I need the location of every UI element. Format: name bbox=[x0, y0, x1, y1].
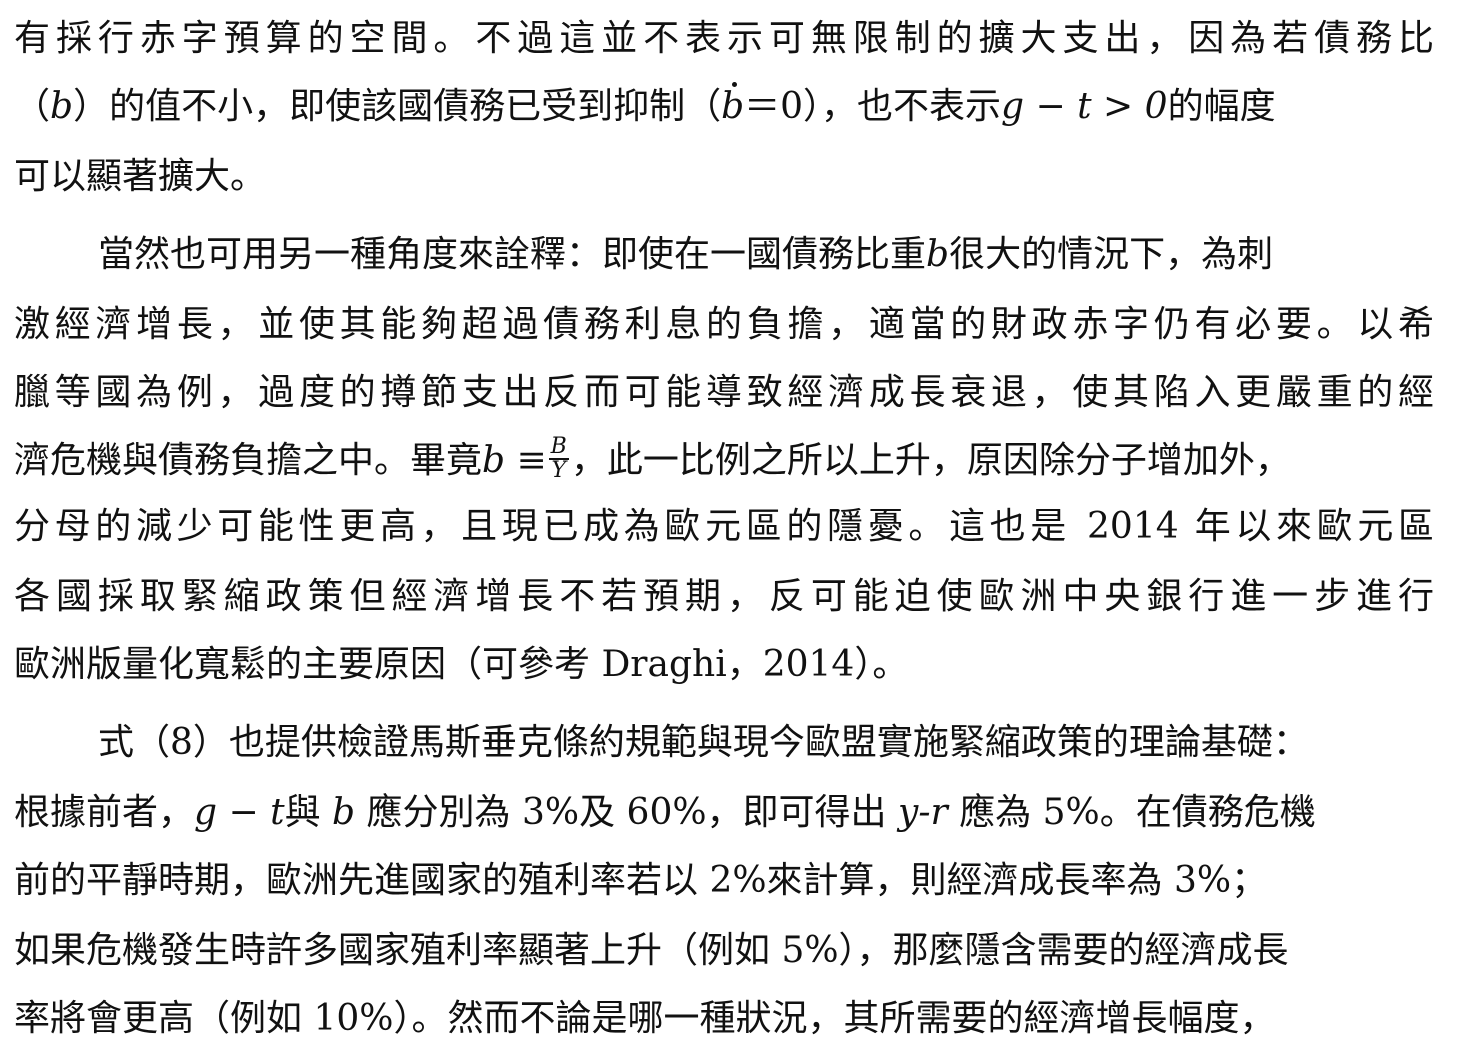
math-expression: g − t > 0 bbox=[1001, 86, 1168, 127]
math-expression: b ≡ bbox=[482, 440, 547, 481]
text-segment: ＝0 bbox=[744, 86, 804, 127]
text-line: 濟危機與債務負擔之中。畢竟b ≡ B Y ，此一比例之所以上升，原因除分子增加外， bbox=[14, 432, 1434, 490]
text-line: 分母的減少可能性更高，且現已成為歐元區的隱憂。這也是 2014 年以來歐元區 bbox=[14, 506, 1434, 547]
text-line: 激經濟增長，並使其能夠超過債務利息的負擔，適當的財政赤字仍有必要。以希 bbox=[14, 304, 1434, 345]
text-line: 各國採取緊縮政策但經濟增長不若預期，反可能迫使歐洲中央銀行進一步進行 bbox=[14, 576, 1434, 617]
text-segment: 應為 5%。在債務危機 bbox=[959, 792, 1316, 833]
text-line: 臘等國為例，過度的撙節支出反而可能導致經濟成長衰退，使其陷入更嚴重的經 bbox=[14, 372, 1434, 413]
fraction-denominator: Y bbox=[551, 458, 567, 483]
text-segment: 當然也可用另一種角度來詮釋：即使在一國債務比重 bbox=[98, 234, 927, 275]
text-segment: ）的值不小，即使該國債務已受到抑制（ bbox=[73, 86, 722, 127]
text-line: 如果危機發生時許多國家殖利率顯著上升（例如 5%），那麼隱含需要的經濟成長 bbox=[14, 930, 1289, 971]
text-line: 可以顯著擴大。 bbox=[14, 156, 267, 197]
text-segment: 根據前者， bbox=[14, 792, 195, 833]
text-segment: ），也不表示 bbox=[803, 86, 1002, 127]
text-line: 當然也可用另一種角度來詮釋：即使在一國債務比重b很大的情況下，為刺 bbox=[98, 226, 1434, 284]
text-segment: （ bbox=[14, 86, 51, 127]
text-line: （b）的值不小，即使該國債務已受到抑制（b＝0），也不表示g − t > 0的幅… bbox=[14, 78, 1434, 136]
text-segment: ，此一比例之所以上升，原因除分子增加外， bbox=[570, 440, 1291, 481]
text-line: 根據前者，g − t與 b 應分別為 3%及 60%，即可得出 y-r 應為 5… bbox=[14, 784, 1434, 842]
text-segment: 濟危機與債務負擔之中。畢竟 bbox=[14, 440, 483, 481]
text-segment: 應分別為 3%及 60%，即可得出 bbox=[366, 792, 887, 833]
math-expression: g − t bbox=[194, 792, 285, 833]
text-line: 歐洲版量化寬鬆的主要原因（可參考 Draghi，2014）。 bbox=[14, 644, 909, 685]
text-segment: 很大的情況下，為刺 bbox=[949, 234, 1274, 275]
text-line: 有採行赤字預算的空間。不過這並不表示可無限制的擴大支出，因為若債務比 bbox=[14, 18, 1434, 59]
math-variable: b bbox=[50, 86, 74, 127]
text-segment: 的幅度 bbox=[1167, 86, 1276, 127]
math-variable: b bbox=[926, 234, 950, 275]
math-expression: y-r bbox=[898, 792, 948, 833]
math-variable: b bbox=[332, 792, 356, 833]
math-variable-dot: b bbox=[721, 78, 744, 136]
text-segment: 與 bbox=[284, 792, 321, 833]
text-line: 率將會更高（例如 10%）。然而不論是哪一種狀況，其所需要的經濟增長幅度， bbox=[14, 998, 1276, 1039]
fraction-numerator: B bbox=[548, 434, 569, 460]
text-line: 前的平靜時期，歐洲先進國家的殖利率若以 2%來計算，則經濟成長率為 3%； bbox=[14, 860, 1268, 901]
text-line: 式（8）也提供檢證馬斯垂克條約規範與現今歐盟實施緊縮政策的理論基礎： bbox=[98, 722, 1309, 763]
